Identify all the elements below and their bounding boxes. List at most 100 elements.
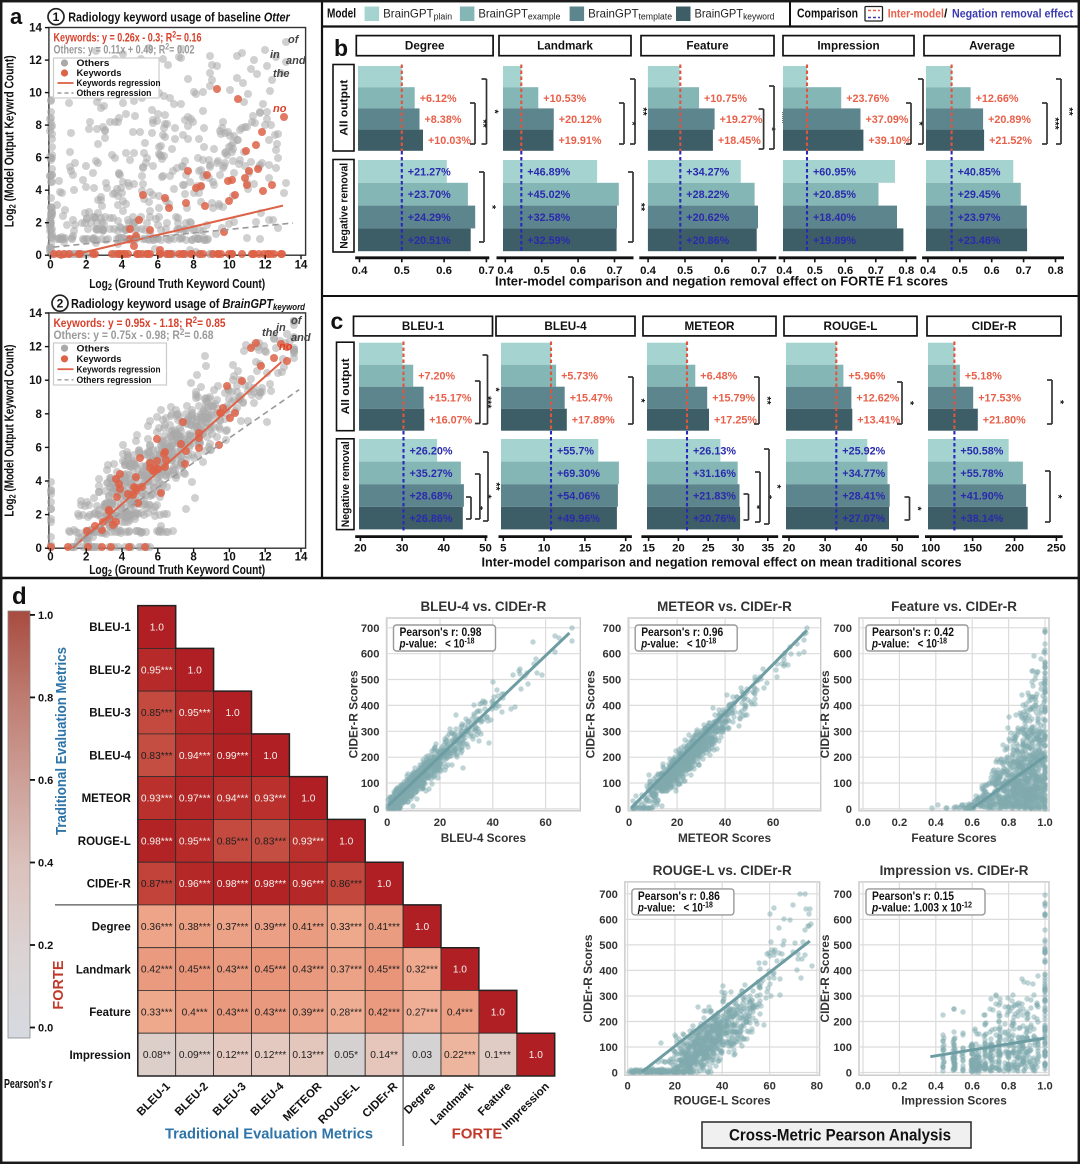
svg-text:10: 10 bbox=[223, 260, 236, 272]
svg-text:+69.30%: +69.30% bbox=[557, 468, 600, 480]
svg-text:c: c bbox=[331, 308, 344, 334]
svg-text:0.86***: 0.86*** bbox=[330, 879, 362, 890]
svg-text:+28.22%: +28.22% bbox=[686, 189, 729, 201]
svg-text:+17.53%: +17.53% bbox=[978, 393, 1021, 405]
svg-text:Degree: Degree bbox=[92, 922, 131, 934]
svg-text:Pearson's r: Pearson's r bbox=[4, 1077, 53, 1091]
svg-text:0.32***: 0.32*** bbox=[406, 965, 438, 976]
svg-text:+19.27%: +19.27% bbox=[720, 114, 763, 126]
svg-text:0.37***: 0.37*** bbox=[330, 965, 362, 976]
svg-text:4: 4 bbox=[119, 552, 126, 564]
svg-text:300: 300 bbox=[361, 726, 380, 738]
svg-text:Feature: Feature bbox=[89, 1007, 131, 1019]
svg-text:in: in bbox=[276, 322, 286, 334]
svg-text:+15.17%: +15.17% bbox=[429, 393, 472, 405]
svg-text:Keywords regression: Keywords regression bbox=[77, 364, 161, 374]
svg-text:0.98***: 0.98*** bbox=[141, 836, 173, 847]
svg-text:12: 12 bbox=[259, 260, 272, 272]
svg-text:Traditional Evaluation Metrics: Traditional Evaluation Metrics bbox=[54, 647, 70, 835]
svg-text:0: 0 bbox=[626, 817, 632, 829]
svg-text:30: 30 bbox=[732, 543, 745, 555]
svg-text:Negative removal: Negative removal bbox=[340, 441, 352, 527]
svg-text:700: 700 bbox=[603, 623, 622, 635]
svg-text:2: 2 bbox=[57, 297, 64, 311]
svg-text:Log2 (Model Output Keywrd Coun: Log2 (Model Output Keywrd Count) bbox=[3, 55, 18, 227]
svg-text:0.39***: 0.39*** bbox=[255, 922, 287, 933]
svg-text:BLEU-4: BLEU-4 bbox=[89, 751, 131, 763]
svg-text:in: in bbox=[270, 49, 280, 61]
svg-text:Radiology keyword usage of bas: Radiology keyword usage of baseline Otte… bbox=[68, 10, 290, 25]
svg-text:Others: y = 0.11x + 0.49; R2=: Others: y = 0.11x + 0.49; R2= 0.02 bbox=[54, 42, 195, 57]
svg-text:0.4***: 0.4*** bbox=[182, 1007, 208, 1018]
svg-text:0.6: 0.6 bbox=[964, 817, 980, 829]
svg-text:0.98***: 0.98*** bbox=[217, 879, 249, 890]
svg-text:0.7: 0.7 bbox=[1016, 265, 1032, 277]
svg-text:100: 100 bbox=[921, 543, 940, 555]
svg-text:+20.51%: +20.51% bbox=[408, 235, 451, 247]
svg-text:0.85***: 0.85*** bbox=[217, 836, 249, 847]
svg-text:+35.27%: +35.27% bbox=[410, 468, 453, 480]
svg-text:+25.92%: +25.92% bbox=[842, 445, 885, 457]
svg-text:0.1***: 0.1*** bbox=[485, 1050, 511, 1061]
svg-text:Others: Others bbox=[77, 58, 110, 68]
svg-text:+15.79%: +15.79% bbox=[712, 393, 755, 405]
svg-text:of: of bbox=[288, 34, 300, 46]
svg-text:**: ** bbox=[637, 107, 649, 116]
svg-text:CIDEr-R Scores: CIDEr-R Scores bbox=[347, 670, 361, 758]
svg-text:20: 20 bbox=[672, 543, 685, 555]
svg-text:+26.13%: +26.13% bbox=[693, 445, 736, 457]
svg-text:25: 25 bbox=[702, 543, 715, 555]
svg-text:+34.27%: +34.27% bbox=[686, 166, 729, 178]
svg-text:+19.91%: +19.91% bbox=[559, 135, 602, 147]
svg-text:0.4: 0.4 bbox=[352, 265, 368, 277]
svg-text:CIDEr-R Scores: CIDEr-R Scores bbox=[584, 670, 598, 758]
svg-text:0.94***: 0.94*** bbox=[179, 751, 211, 762]
svg-text:0.96***: 0.96*** bbox=[292, 879, 324, 890]
svg-text:35: 35 bbox=[761, 543, 774, 555]
svg-text:0.33***: 0.33*** bbox=[330, 922, 362, 933]
svg-text:+23.46%: +23.46% bbox=[958, 235, 1001, 247]
svg-text:+29.45%: +29.45% bbox=[958, 189, 1001, 201]
svg-text:0.22***: 0.22*** bbox=[444, 1050, 476, 1061]
svg-text:**: ** bbox=[635, 203, 647, 212]
svg-text:+10.53%: +10.53% bbox=[543, 93, 586, 105]
svg-text:0.5: 0.5 bbox=[952, 265, 968, 277]
svg-text:+21.83%: +21.83% bbox=[693, 491, 736, 503]
svg-text:8: 8 bbox=[190, 552, 197, 564]
svg-text:0.33***: 0.33*** bbox=[141, 1007, 173, 1018]
svg-text:2: 2 bbox=[35, 510, 41, 522]
svg-text:All output: All output bbox=[339, 80, 351, 136]
svg-text:+5.96%: +5.96% bbox=[848, 371, 885, 383]
svg-text:+23.97%: +23.97% bbox=[958, 212, 1001, 224]
svg-text:Average: Average bbox=[969, 40, 1015, 53]
svg-text:4: 4 bbox=[119, 260, 126, 272]
svg-text:20: 20 bbox=[434, 817, 446, 829]
svg-text:700: 700 bbox=[833, 623, 852, 635]
svg-text:0.13***: 0.13*** bbox=[292, 1050, 324, 1061]
svg-text:2: 2 bbox=[35, 218, 41, 230]
svg-text:1.0: 1.0 bbox=[150, 623, 164, 634]
svg-text:1.0: 1.0 bbox=[491, 1007, 505, 1018]
svg-text:no: no bbox=[273, 103, 287, 115]
svg-text:12: 12 bbox=[29, 342, 42, 354]
svg-text:60: 60 bbox=[539, 817, 551, 829]
svg-text:200: 200 bbox=[603, 752, 622, 764]
svg-text:2: 2 bbox=[83, 552, 89, 564]
svg-text:1.0: 1.0 bbox=[377, 879, 391, 890]
svg-text:20: 20 bbox=[671, 817, 683, 829]
svg-text:500: 500 bbox=[833, 675, 852, 687]
svg-text:+26.20%: +26.20% bbox=[410, 445, 453, 457]
svg-text:0: 0 bbox=[35, 250, 41, 262]
svg-text:+40.85%: +40.85% bbox=[958, 166, 1001, 178]
svg-text:All output: All output bbox=[340, 358, 352, 414]
svg-text:0.38***: 0.38*** bbox=[179, 922, 211, 933]
svg-text:Traditional Evaluation Metrics: Traditional Evaluation Metrics bbox=[165, 1126, 373, 1143]
svg-text:+20.85%: +20.85% bbox=[813, 189, 856, 201]
svg-text:40: 40 bbox=[437, 543, 450, 555]
svg-text:+34.77%: +34.77% bbox=[842, 468, 885, 480]
svg-text:BLEU-1: BLEU-1 bbox=[402, 320, 445, 333]
svg-text:Log2 (Ground Truth Keyword Cou: Log2 (Ground Truth Keyword Count) bbox=[89, 563, 265, 578]
svg-text:+20.89%: +20.89% bbox=[988, 114, 1031, 126]
svg-text:600: 600 bbox=[603, 649, 622, 661]
svg-text:8: 8 bbox=[190, 260, 197, 272]
